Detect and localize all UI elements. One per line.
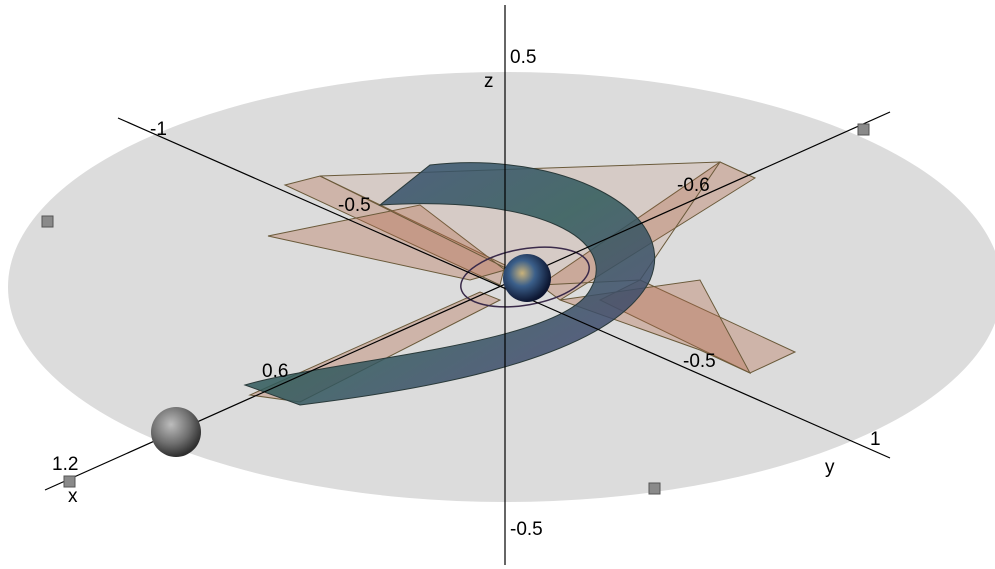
y-axis-label: y	[825, 457, 835, 478]
moon	[151, 407, 201, 457]
x-axis-label: x	[68, 486, 78, 507]
x-tick-label: -1	[150, 119, 167, 140]
y-tick-label: 1	[870, 429, 881, 450]
markers	[41, 123, 870, 495]
y-tick-label: -0.5	[683, 351, 716, 372]
y-tick-label: -0.5	[338, 195, 371, 216]
z-tick-label: 0.5	[510, 47, 536, 68]
x-tick-label: 0.6	[262, 361, 288, 382]
orbit	[460, 246, 590, 308]
z-axis-label: z	[484, 71, 494, 92]
y-tick-label: -0.6	[677, 175, 710, 196]
x-tick-label: 1.2	[52, 454, 78, 475]
earth	[503, 254, 551, 302]
z-tick-label: -0.5	[510, 519, 543, 540]
trajectory-band	[243, 162, 656, 406]
